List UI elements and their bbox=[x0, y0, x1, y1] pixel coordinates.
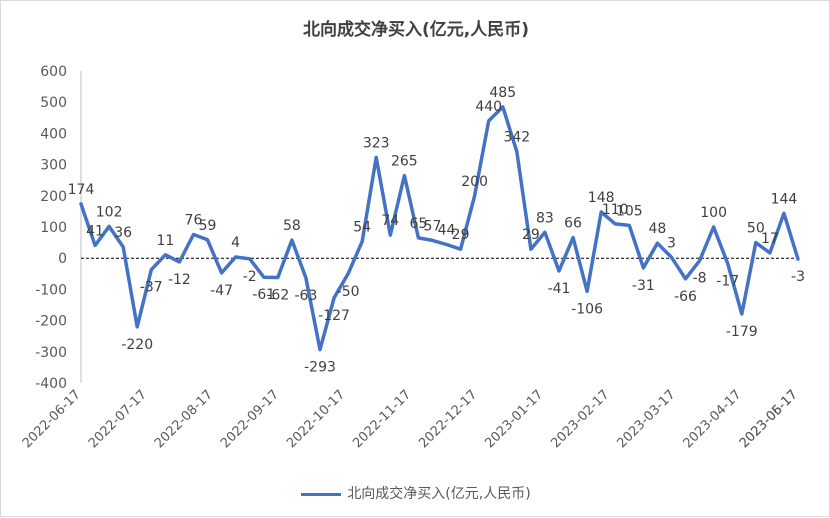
x-tick-label: 2023-04-17 bbox=[681, 387, 745, 451]
data-label: 66 bbox=[564, 216, 582, 232]
data-label: 3 bbox=[667, 235, 676, 251]
data-label: 48 bbox=[648, 221, 666, 237]
data-label: -47 bbox=[210, 283, 233, 299]
data-label: -12 bbox=[168, 272, 191, 288]
legend-swatch bbox=[301, 492, 342, 496]
data-label: -3 bbox=[791, 269, 805, 285]
data-label: 29 bbox=[522, 227, 540, 243]
data-label: 100 bbox=[700, 205, 727, 221]
y-tick-label: 100 bbox=[40, 220, 67, 236]
x-tick-label: 2022-11-17 bbox=[350, 387, 414, 451]
data-label: 144 bbox=[771, 191, 798, 207]
data-label: 83 bbox=[536, 210, 554, 226]
data-label: 76 bbox=[185, 212, 203, 228]
x-tick-label: 2023-03-17 bbox=[614, 387, 678, 451]
data-label: 29 bbox=[452, 227, 470, 243]
y-tick-label: -300 bbox=[35, 345, 67, 361]
data-label: -179 bbox=[726, 324, 758, 340]
data-label: 440 bbox=[475, 99, 502, 115]
y-tick-label: -200 bbox=[35, 314, 67, 330]
data-label: 102 bbox=[96, 204, 123, 220]
data-label: 110 bbox=[602, 202, 629, 218]
data-label: -41 bbox=[548, 281, 571, 297]
data-label: -293 bbox=[304, 360, 336, 376]
data-label: -127 bbox=[318, 308, 350, 324]
y-tick-label: 0 bbox=[58, 251, 67, 267]
data-label: 41 bbox=[86, 223, 104, 239]
series-line bbox=[79, 105, 800, 352]
data-label: 65 bbox=[409, 216, 427, 232]
x-tick-label: 2022-09-17 bbox=[218, 387, 282, 451]
data-label: 57 bbox=[424, 218, 442, 234]
data-label: 17 bbox=[761, 231, 779, 247]
data-label: -2 bbox=[243, 269, 257, 285]
y-tick-label: -100 bbox=[35, 282, 67, 298]
data-label: -17 bbox=[716, 274, 739, 290]
legend-label: 北向成交净买入(亿元,人民币) bbox=[347, 486, 531, 502]
x-tick-label: 2023-02-17 bbox=[548, 387, 612, 451]
x-tick-label: 2022-07-17 bbox=[86, 387, 150, 451]
data-label: -8 bbox=[693, 271, 707, 287]
data-label: 105 bbox=[616, 203, 643, 219]
x-tick-label: 2022-12-17 bbox=[416, 387, 480, 451]
data-label: -37 bbox=[140, 280, 163, 296]
x-tick-label: 2022-06-17 bbox=[20, 387, 84, 451]
y-tick-label: 600 bbox=[40, 64, 67, 80]
data-label: 265 bbox=[391, 154, 418, 170]
y-tick-label: 300 bbox=[40, 158, 67, 174]
x-tick-label: 2023-06-17 bbox=[737, 387, 801, 451]
data-label: 485 bbox=[489, 85, 516, 101]
data-label: 74 bbox=[381, 213, 399, 229]
data-label: 4 bbox=[231, 235, 240, 251]
y-tick-label: -400 bbox=[35, 376, 67, 392]
x-tick-label: 2023-01-17 bbox=[482, 387, 546, 451]
data-label: 174 bbox=[68, 182, 95, 198]
data-label: 323 bbox=[363, 135, 390, 151]
data-label: 50 bbox=[747, 221, 765, 237]
data-label: -50 bbox=[337, 284, 360, 300]
data-label: 11 bbox=[156, 233, 174, 249]
chart-title: 北向成交净买入(亿元,人民币) bbox=[303, 20, 529, 40]
data-label: -61 bbox=[252, 287, 275, 303]
data-label: -66 bbox=[674, 289, 697, 305]
y-tick-label: 400 bbox=[40, 126, 67, 142]
data-label: 59 bbox=[199, 218, 217, 234]
legend: 北向成交净买入(亿元,人民币) bbox=[1, 483, 830, 503]
data-label: 36 bbox=[114, 225, 132, 241]
y-tick-label: 200 bbox=[40, 189, 67, 205]
data-label: -63 bbox=[295, 288, 318, 304]
y-tick-label: 500 bbox=[40, 95, 67, 111]
data-label: 58 bbox=[283, 218, 301, 234]
data-label: -220 bbox=[121, 337, 153, 353]
x-tick-label: 2022-10-17 bbox=[284, 387, 348, 451]
data-label: -106 bbox=[571, 301, 603, 317]
data-label: 200 bbox=[461, 174, 488, 190]
data-label: 148 bbox=[588, 190, 615, 206]
data-label: 54 bbox=[353, 219, 371, 235]
data-label: 44 bbox=[438, 222, 456, 238]
x-tick-label: 2022-08-17 bbox=[152, 387, 216, 451]
data-label: -31 bbox=[632, 278, 655, 294]
data-label: -62 bbox=[266, 288, 289, 304]
data-label: 342 bbox=[503, 129, 530, 145]
